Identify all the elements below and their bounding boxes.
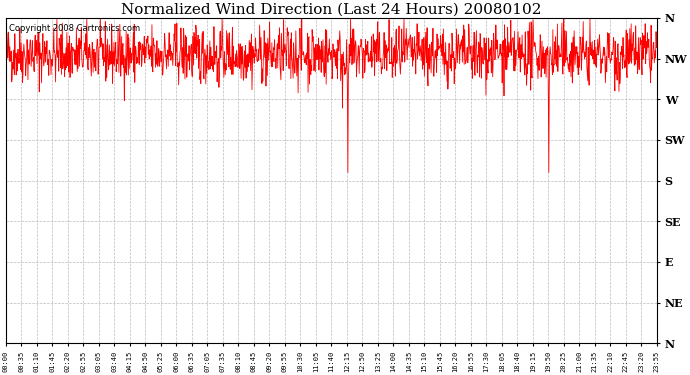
Title: Normalized Wind Direction (Last 24 Hours) 20080102: Normalized Wind Direction (Last 24 Hours…: [121, 3, 542, 17]
Text: Copyright 2008 Cartronics.com: Copyright 2008 Cartronics.com: [9, 24, 140, 33]
